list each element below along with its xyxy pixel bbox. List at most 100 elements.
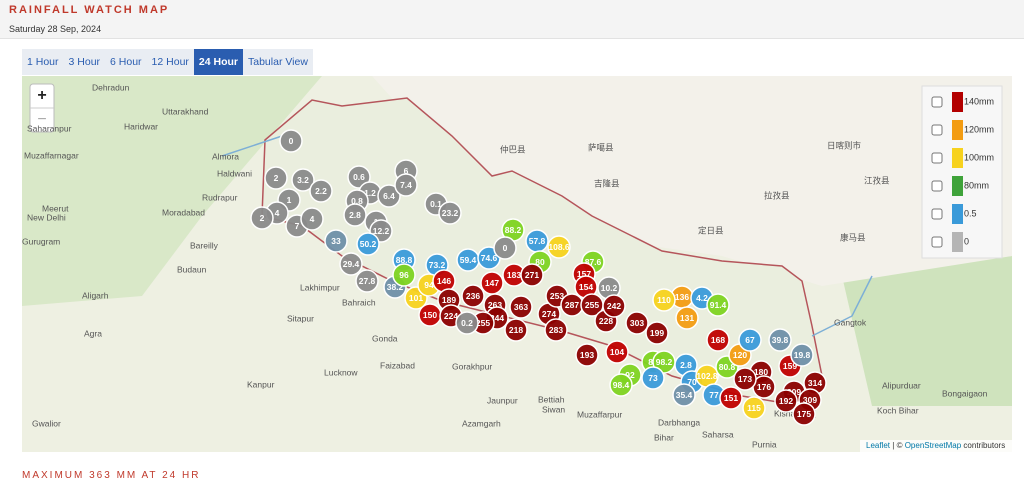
rain-marker[interactable]: 50.2	[356, 232, 380, 256]
zoom-out[interactable]: −	[37, 111, 46, 128]
legend-checkbox[interactable]	[931, 236, 943, 248]
rain-marker[interactable]: 35.4	[672, 383, 696, 407]
place-label: Gwalior	[32, 418, 61, 428]
rain-marker[interactable]: 147	[480, 271, 504, 295]
rain-marker[interactable]: 7.4	[394, 173, 418, 197]
rain-marker[interactable]: 0.6	[347, 165, 371, 189]
rain-marker[interactable]: 199	[645, 321, 669, 345]
place-label: Bahraich	[342, 297, 376, 307]
rain-marker[interactable]: 255	[471, 311, 495, 335]
marker-label: 224	[444, 311, 458, 321]
tab[interactable]: Tabular View	[248, 56, 308, 68]
legend-checkbox[interactable]	[931, 96, 943, 108]
rain-marker[interactable]: 73	[641, 366, 665, 390]
rain-marker[interactable]: 271	[520, 263, 544, 287]
marker-label: 35.4	[676, 390, 693, 400]
rain-marker[interactable]: 2.2	[309, 179, 333, 203]
tab[interactable]: 1 Hour	[27, 56, 59, 68]
marker-label: 309	[803, 395, 817, 405]
rain-marker[interactable]: 29.4	[339, 252, 363, 276]
rain-marker[interactable]: 146	[432, 269, 456, 293]
marker-label: 67	[745, 335, 755, 345]
marker-label: 192	[779, 396, 793, 406]
marker-circle	[742, 396, 766, 420]
rain-marker[interactable]: 175	[792, 402, 816, 426]
marker-label: 57.8	[529, 236, 546, 246]
marker-label: 88.2	[505, 225, 522, 235]
attribution-box	[860, 440, 1012, 452]
rain-marker[interactable]: 168	[706, 328, 730, 352]
rain-marker[interactable]: 0	[279, 129, 303, 153]
marker-circle	[377, 184, 401, 208]
marker-label: 0	[289, 136, 294, 146]
attribution-link[interactable]: Leaflet	[866, 441, 891, 450]
rain-marker[interactable]: 57.8	[525, 229, 549, 253]
marker-label: 23.2	[442, 208, 459, 218]
rain-marker[interactable]: 96	[392, 263, 416, 287]
rain-marker[interactable]: 77	[702, 383, 726, 407]
rain-marker[interactable]: 3.2	[291, 168, 315, 192]
legend-checkbox[interactable]	[931, 124, 943, 136]
rain-marker[interactable]: 59.4	[456, 248, 480, 272]
rain-marker[interactable]: 2	[250, 206, 274, 230]
page-title: RAINFALL WATCH MAP	[9, 4, 170, 16]
marker-label: 228	[599, 316, 613, 326]
rain-marker[interactable]: 150	[418, 303, 442, 327]
rain-marker[interactable]: 39.8	[768, 328, 792, 352]
rain-marker[interactable]: 287	[560, 293, 584, 317]
place-label: Saharanpur	[27, 123, 72, 133]
tab[interactable]: 6 Hour	[110, 56, 142, 68]
rain-marker[interactable]: 218	[504, 318, 528, 342]
rain-marker[interactable]: 91.4	[706, 293, 730, 317]
rain-marker[interactable]: 108.6	[547, 235, 571, 259]
marker-circle	[774, 389, 798, 413]
rain-marker[interactable]: 192	[774, 389, 798, 413]
rain-marker[interactable]: 98.4	[609, 373, 633, 397]
place-label: Muzaffarpur	[577, 409, 622, 419]
rain-marker[interactable]: 6.4	[377, 184, 401, 208]
legend-label: 0.5	[964, 208, 977, 218]
tab[interactable]: 3 Hour	[68, 56, 101, 68]
rain-marker[interactable]: 173	[733, 367, 757, 391]
rain-marker[interactable]: 19.8	[790, 343, 814, 367]
marker-label: 1.2	[364, 188, 376, 198]
place-label: 日喀则市	[827, 140, 862, 150]
tab-bar: 1 Hour 3 Hour 6 Hour 12 Hour 24 Hour Tab…	[22, 49, 313, 75]
rain-marker[interactable]: 236	[461, 284, 485, 308]
rain-marker[interactable]: 27.8	[355, 269, 379, 293]
marker-label: 92	[625, 370, 635, 380]
rain-marker[interactable]: 193	[575, 343, 599, 367]
rain-marker[interactable]: 104	[605, 340, 629, 364]
tab[interactable]: 12 Hour	[151, 56, 189, 68]
marker-label: 115	[747, 403, 761, 413]
rain-marker[interactable]: 303	[625, 311, 649, 335]
rain-marker[interactable]: 110	[652, 288, 676, 312]
rain-marker[interactable]: 23.2	[438, 201, 462, 225]
place-label: Uttarakhand	[162, 106, 209, 116]
map[interactable]: + − Dehradun Uttarakhand Haridwar Saharanpu…	[22, 76, 1012, 452]
rain-marker[interactable]: 115	[742, 396, 766, 420]
marker-label: 39.8	[772, 335, 789, 345]
zoom-in[interactable]: +	[37, 87, 46, 104]
rain-marker[interactable]: 0	[493, 236, 517, 260]
rain-marker[interactable]: 131	[675, 306, 699, 330]
tab-active[interactable]: 24 Hour	[193, 49, 243, 75]
legend-checkbox[interactable]	[931, 152, 943, 164]
rain-marker[interactable]: 4	[300, 207, 324, 231]
rain-marker[interactable]: 363	[509, 295, 533, 319]
date: Saturday 28 Sep, 2024	[9, 24, 102, 34]
rain-marker[interactable]: 0.2	[455, 311, 479, 335]
marker-label: 98.4	[613, 380, 630, 390]
marker-label: 27.8	[359, 276, 376, 286]
legend-checkbox[interactable]	[931, 180, 943, 192]
rain-marker[interactable]: 2	[264, 166, 288, 190]
legend-checkbox[interactable]	[931, 208, 943, 220]
rain-marker[interactable]: 283	[544, 318, 568, 342]
rain-marker[interactable]: 151	[719, 386, 743, 410]
attribution-link[interactable]: OpenStreetMap	[905, 441, 962, 450]
marker-label: 314	[808, 378, 822, 388]
rain-marker[interactable]: 33	[324, 229, 348, 253]
rain-marker[interactable]: 2.8	[343, 203, 367, 227]
rain-marker[interactable]: 242	[602, 294, 626, 318]
rain-marker[interactable]: 67	[738, 328, 762, 352]
